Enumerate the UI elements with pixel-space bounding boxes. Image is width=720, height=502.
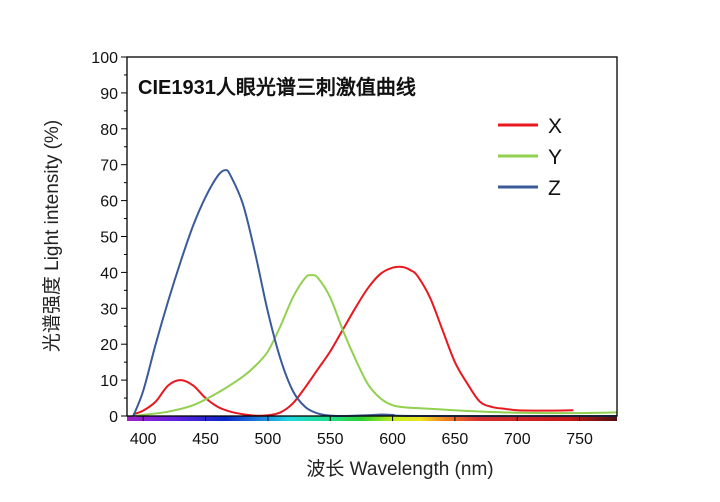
y-tick-label: 60 <box>100 194 118 211</box>
y-tick-label: 10 <box>100 373 118 390</box>
y-tick-label: 50 <box>100 230 118 247</box>
chart-title: CIE1931人眼光谱三刺激值曲线 <box>138 75 416 99</box>
legend: XYZ <box>498 115 562 200</box>
y-tick-label: 100 <box>91 50 118 67</box>
y-tick-label: 70 <box>100 158 118 175</box>
y-tick-label: 20 <box>100 337 118 354</box>
x-tick-label: 700 <box>504 431 531 448</box>
y-tick-label: 30 <box>100 301 118 318</box>
series-x-line <box>132 265 574 417</box>
x-tick-label: 450 <box>192 431 219 448</box>
x-tick-label: 750 <box>566 431 593 448</box>
x-tick-label: 650 <box>442 431 469 448</box>
y-tick-label: 80 <box>100 122 118 139</box>
series-z-line <box>132 169 618 418</box>
x-tick-label: 500 <box>255 431 282 448</box>
legend-label-x: X <box>548 115 562 138</box>
plot-frame <box>126 56 618 417</box>
y-tick-label: 40 <box>100 265 118 282</box>
x-tick-label: 550 <box>317 431 344 448</box>
y-axis-label: 光谱强度 Light intensity (%) <box>41 120 63 352</box>
x-tick-label: 400 <box>130 431 157 448</box>
x-axis-label: 波长 Wavelength (nm) <box>306 458 493 480</box>
legend-label-z: Z <box>548 177 561 200</box>
legend-label-y: Y <box>548 146 562 169</box>
x-tick-label: 600 <box>379 431 406 448</box>
y-tick-label: 90 <box>100 86 118 103</box>
series-y-line <box>133 274 618 417</box>
y-tick-label: 0 <box>109 409 118 426</box>
spectrum-bar <box>127 416 617 421</box>
